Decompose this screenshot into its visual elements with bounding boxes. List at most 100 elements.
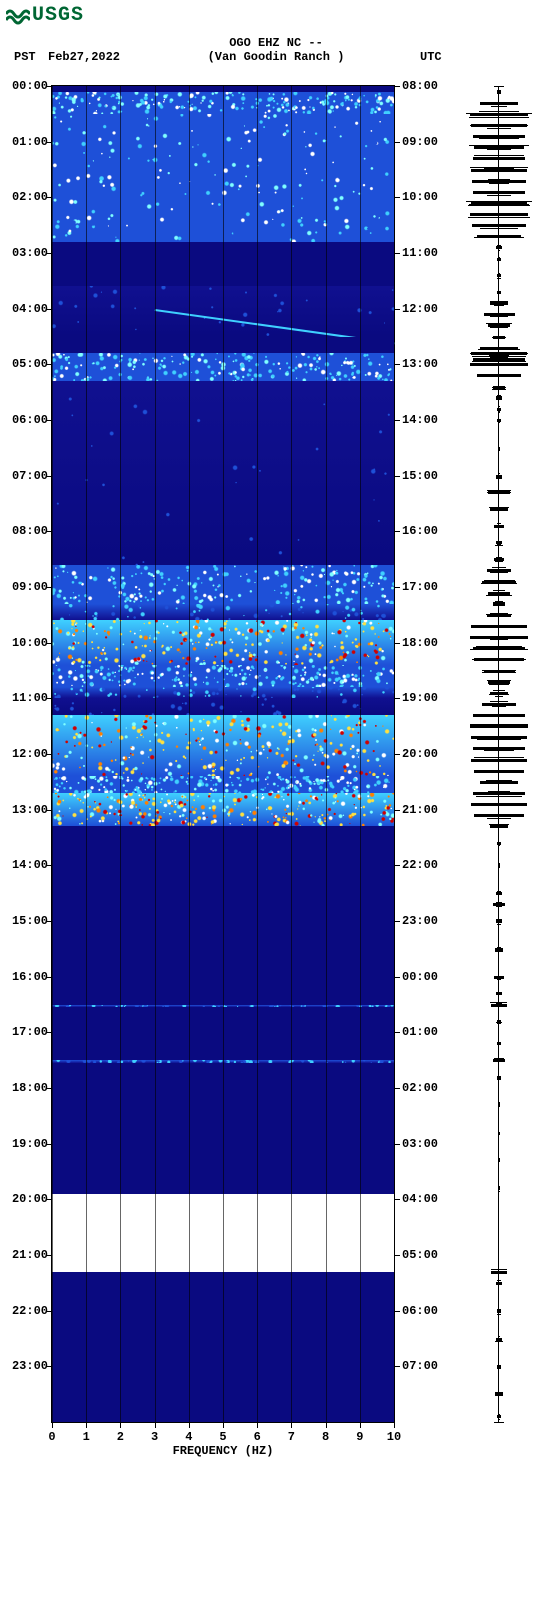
y-tick-mark-left [46, 1144, 52, 1145]
amplitude-sample [469, 145, 528, 146]
amplitude-sample [484, 376, 513, 377]
y-tick-mark-right [394, 1032, 400, 1033]
pst-tick-label: 01:00 [2, 135, 48, 149]
amplitude-sample [483, 814, 515, 815]
amplitude-sample [487, 149, 511, 150]
amplitude-sample [498, 406, 500, 407]
amplitude-sample [489, 507, 509, 508]
amplitude-sample [479, 111, 519, 112]
amplitude-sample [487, 818, 511, 819]
y-tick-mark-left [46, 197, 52, 198]
utc-tick-label: 23:00 [402, 914, 438, 928]
amplitude-sample [470, 724, 528, 725]
amplitude-sample [497, 278, 501, 279]
x-tick-label: 8 [322, 1430, 329, 1444]
amplitude-sample [496, 1003, 502, 1004]
amplitude-sample [487, 625, 511, 626]
amplitude-sample [498, 419, 499, 420]
utc-tick-label: 13:00 [402, 357, 438, 371]
usgs-logo-text: USGS [32, 4, 84, 27]
amplitude-sample [495, 903, 504, 904]
pst-tick-label: 10:00 [2, 636, 48, 650]
amplitude-sample [488, 179, 510, 180]
amplitude-sample [486, 347, 511, 348]
pst-tick-label: 03:00 [2, 246, 48, 260]
amplitude-sample [491, 684, 507, 685]
amplitude-sample [490, 357, 507, 358]
pst-tick-label: 02:00 [2, 190, 48, 204]
amplitude-sample [493, 590, 505, 591]
amplitude-sample [497, 1021, 500, 1022]
amplitude-sample [474, 237, 524, 238]
x-tick-label: 0 [48, 1430, 55, 1444]
pst-tick-label: 05:00 [2, 357, 48, 371]
amplitude-sample [492, 387, 506, 388]
amplitude-sample [492, 706, 505, 707]
amplitude-sample [498, 1160, 499, 1161]
amplitude-sample [496, 478, 502, 479]
pst-tick-label: 21:00 [2, 1248, 48, 1262]
amplitude-sample [487, 726, 510, 727]
x-tick-mark [189, 1422, 190, 1428]
utc-tick-label: 06:00 [402, 1304, 438, 1318]
amplitude-sample [497, 1314, 501, 1315]
y-tick-mark-left [46, 476, 52, 477]
amplitude-sample [491, 106, 508, 107]
amplitude-sample [476, 772, 521, 773]
amplitude-sample [477, 739, 521, 740]
x-tick-mark [223, 1422, 224, 1428]
amplitude-sample [472, 636, 526, 637]
amplitude-sample [497, 92, 501, 93]
utc-tick-label: 09:00 [402, 135, 438, 149]
y-tick-mark-right [394, 587, 400, 588]
amplitude-sample [472, 356, 525, 357]
amplitude-sample [497, 1338, 501, 1339]
amplitude-sample [474, 757, 524, 758]
pst-tick-label: 04:00 [2, 302, 48, 316]
pst-tick-label: 22:00 [2, 1304, 48, 1318]
amplitude-panel [468, 86, 530, 1422]
amplitude-sample [497, 395, 501, 396]
x-tick-mark [120, 1422, 121, 1428]
amplitude-sample [477, 182, 521, 183]
amplitude-sample [489, 783, 509, 784]
amplitude-sample [489, 727, 509, 728]
x-tick-label: 10 [387, 1430, 401, 1444]
x-tick-label: 4 [185, 1430, 192, 1444]
amplitude-sample [496, 557, 502, 558]
amplitude-sample [492, 337, 506, 338]
utc-tick-label: 12:00 [402, 302, 438, 316]
y-tick-mark-left [46, 865, 52, 866]
amplitude-sample [498, 867, 499, 868]
amplitude-sample [482, 215, 515, 216]
amplitude-sample [490, 572, 508, 573]
amplitude-sample [497, 947, 501, 948]
pst-tick-label: 08:00 [2, 524, 48, 538]
amplitude-sample [497, 1280, 501, 1281]
amplitude-sample [494, 305, 503, 306]
amplitude-sample [498, 260, 500, 261]
amplitude-sample [498, 250, 501, 251]
amplitude-sample [495, 325, 504, 326]
amplitude-sample [498, 1414, 499, 1415]
grid-vertical [360, 86, 361, 1422]
x-tick-mark [257, 1422, 258, 1428]
amplitude-sample [499, 412, 500, 413]
amplitude-sample [494, 526, 505, 527]
grid-vertical [257, 86, 258, 1422]
amplitude-sample [498, 1132, 500, 1133]
pst-tick-label: 16:00 [2, 970, 48, 984]
page-root: USGS OGO EHZ NC -- (Van Goodin Ranch ) P… [0, 0, 552, 1613]
amp-end-tick [494, 86, 504, 87]
amplitude-sample [497, 1394, 501, 1395]
y-tick-mark-right [394, 142, 400, 143]
pst-tick-label: 23:00 [2, 1359, 48, 1373]
amplitude-sample [497, 1368, 501, 1369]
y-tick-mark-right [394, 364, 400, 365]
amplitude-sample [487, 715, 512, 716]
amplitude-sample [490, 301, 508, 302]
amplitude-sample [489, 135, 509, 136]
utc-tick-label: 10:00 [402, 190, 438, 204]
amplitude-sample [491, 510, 508, 511]
amplitude-sample [472, 361, 527, 362]
